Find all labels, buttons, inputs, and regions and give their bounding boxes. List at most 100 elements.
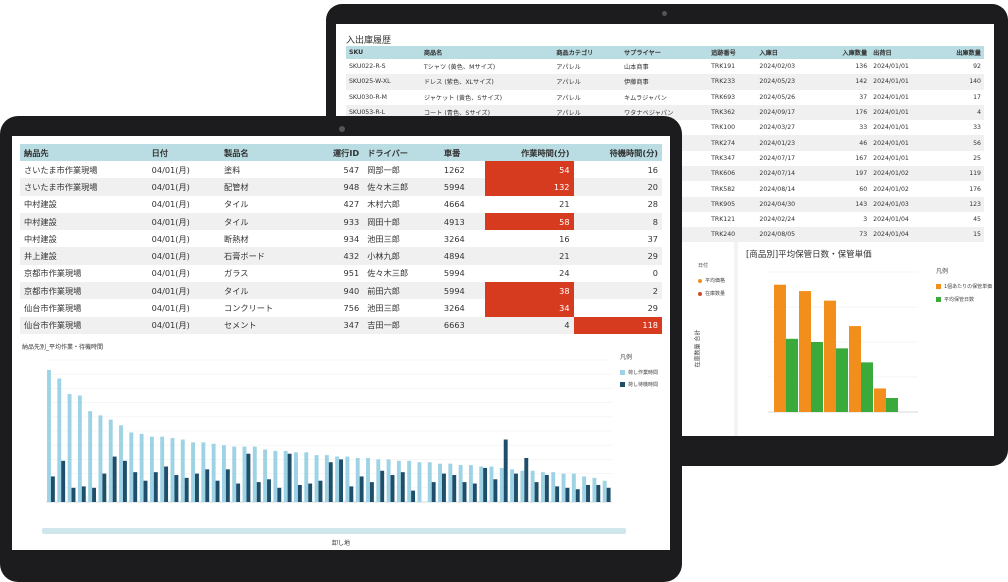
bar[interactable] bbox=[349, 486, 354, 502]
chart-horizontal-scrollbar[interactable] bbox=[42, 528, 626, 534]
bar[interactable] bbox=[174, 475, 179, 502]
bar[interactable] bbox=[836, 348, 848, 412]
bar[interactable] bbox=[215, 480, 220, 502]
column-header[interactable]: 作業時間(分) bbox=[485, 144, 574, 161]
bar[interactable] bbox=[324, 455, 329, 502]
bar[interactable] bbox=[386, 459, 391, 502]
bar[interactable] bbox=[468, 465, 473, 502]
table-row[interactable]: 中村建設 04/01(月) タイル 933 岡田十郎 4913 58 8 bbox=[20, 212, 662, 231]
legend-item[interactable]: 荷し待機時間 bbox=[620, 381, 658, 388]
bar[interactable] bbox=[139, 433, 144, 502]
bar[interactable] bbox=[499, 467, 504, 502]
bar[interactable] bbox=[297, 484, 302, 502]
bar[interactable] bbox=[390, 475, 395, 502]
bar[interactable] bbox=[400, 472, 405, 502]
bar[interactable] bbox=[366, 457, 370, 502]
bar[interactable] bbox=[431, 482, 436, 502]
bar[interactable] bbox=[170, 438, 175, 502]
bar[interactable] bbox=[77, 395, 82, 503]
bar[interactable] bbox=[489, 466, 494, 503]
bar[interactable] bbox=[493, 479, 498, 502]
bar[interactable] bbox=[256, 482, 261, 502]
bar[interactable] bbox=[102, 473, 107, 502]
table-row[interactable]: 京都市作業現場 04/01(月) ガラス 951 佐々木三郎 5994 24 0 bbox=[20, 265, 662, 282]
bar[interactable] bbox=[81, 486, 86, 502]
bar[interactable] bbox=[561, 473, 566, 502]
column-header[interactable]: 製品名 bbox=[220, 144, 310, 161]
legend-item[interactable]: 1個あたりの保管単価 bbox=[936, 283, 992, 290]
table-row[interactable]: TRK347 2024/07/17 167 2024/01/01 25 bbox=[346, 151, 984, 166]
table-row[interactable]: SKU022-R-S Tシャツ (黄色、Mサイズ) アパレル 山本商事 TRK191 20… bbox=[346, 59, 984, 74]
column-header[interactable]: 運行ID bbox=[309, 144, 364, 161]
column-header[interactable]: 日付 bbox=[147, 144, 221, 161]
bar[interactable] bbox=[67, 394, 72, 502]
bar[interactable] bbox=[246, 453, 251, 502]
bar[interactable] bbox=[411, 490, 416, 502]
bar[interactable] bbox=[191, 442, 196, 502]
bar[interactable] bbox=[510, 469, 515, 502]
bar[interactable] bbox=[236, 483, 241, 502]
bar[interactable] bbox=[277, 487, 282, 502]
column-header[interactable]: 商品カテゴリ bbox=[553, 46, 621, 59]
bar[interactable] bbox=[112, 456, 117, 502]
table-row[interactable]: 仙台市作業現場 04/01(月) コンクリート 756 池田三郎 3264 34 29 bbox=[20, 299, 662, 317]
table-row[interactable]: TRK121 2024/02/24 3 2024/01/04 45 bbox=[346, 212, 984, 227]
bar[interactable] bbox=[544, 475, 549, 502]
bar[interactable] bbox=[143, 480, 148, 502]
bar[interactable] bbox=[479, 466, 484, 503]
bar[interactable] bbox=[555, 486, 560, 502]
table-row[interactable]: さいたま市作業現場 04/01(月) 配管材 948 佐々木三郎 5994 132 20 bbox=[20, 178, 662, 196]
bar[interactable] bbox=[50, 476, 55, 502]
bar[interactable] bbox=[452, 475, 457, 502]
bar[interactable] bbox=[184, 477, 189, 502]
bar[interactable] bbox=[149, 436, 154, 502]
bar[interactable] bbox=[586, 484, 590, 502]
bar[interactable] bbox=[369, 482, 374, 502]
bar[interactable] bbox=[304, 452, 309, 502]
bar[interactable] bbox=[108, 419, 113, 502]
bar[interactable] bbox=[345, 456, 350, 502]
bar[interactable] bbox=[201, 442, 206, 502]
bar[interactable] bbox=[540, 472, 545, 502]
bar[interactable] bbox=[874, 388, 886, 412]
bar[interactable] bbox=[119, 425, 123, 502]
table-row[interactable]: 中村建設 04/01(月) 断熱材 934 池田三郎 3264 16 37 bbox=[20, 230, 662, 247]
bar[interactable] bbox=[133, 472, 138, 502]
bar[interactable] bbox=[61, 460, 66, 502]
bar[interactable] bbox=[205, 469, 210, 502]
bar[interactable] bbox=[355, 457, 360, 502]
bar[interactable] bbox=[88, 411, 93, 502]
bar[interactable] bbox=[438, 463, 442, 502]
bar[interactable] bbox=[180, 439, 185, 502]
bar[interactable] bbox=[283, 450, 288, 502]
table-row[interactable]: SKU030-R-M ジャケット (黄色、Sサイズ) アパレル キムラジャパン TRK6… bbox=[346, 90, 984, 105]
bar[interactable] bbox=[458, 465, 463, 502]
column-header[interactable]: サプライヤー bbox=[620, 46, 709, 59]
bar[interactable] bbox=[602, 480, 607, 502]
column-header[interactable]: ドライバー bbox=[363, 144, 440, 161]
table-row[interactable]: 井上建設 04/01(月) 石膏ボード 432 小林九郎 4894 21 29 bbox=[20, 247, 662, 265]
bar[interactable] bbox=[427, 462, 432, 502]
bar[interactable] bbox=[47, 369, 51, 502]
column-header[interactable]: 出荷日 bbox=[870, 46, 936, 59]
bar[interactable] bbox=[359, 476, 364, 502]
bar[interactable] bbox=[565, 487, 570, 502]
bar[interactable] bbox=[308, 483, 313, 502]
bar[interactable] bbox=[799, 291, 811, 412]
column-header[interactable]: 待機時間(分) bbox=[573, 144, 662, 161]
bar[interactable] bbox=[534, 482, 539, 502]
bar[interactable] bbox=[441, 473, 446, 502]
bar[interactable] bbox=[225, 469, 230, 502]
column-header[interactable]: 追跡番号 bbox=[708, 46, 757, 59]
table-row[interactable]: SKU053-R-L コート (青色、Sサイズ) アパレル ワタナベジャパン TRK36… bbox=[346, 104, 984, 121]
table-row[interactable]: TRK582 2024/08/14 60 2024/01/02 176 bbox=[346, 181, 984, 196]
bar[interactable] bbox=[417, 462, 422, 502]
bar[interactable] bbox=[524, 457, 529, 502]
bar[interactable] bbox=[314, 455, 319, 502]
bar[interactable] bbox=[582, 476, 587, 502]
column-header[interactable]: 車番 bbox=[439, 144, 486, 161]
table-row[interactable]: さいたま市作業現場 04/01(月) 塗料 547 岡部一郎 1262 54 16 bbox=[20, 161, 662, 179]
table-row[interactable]: 京都市作業現場 04/01(月) タイル 940 前田六郎 5994 38 2 bbox=[20, 282, 662, 300]
bar[interactable] bbox=[339, 459, 343, 502]
bar[interactable] bbox=[98, 415, 103, 502]
